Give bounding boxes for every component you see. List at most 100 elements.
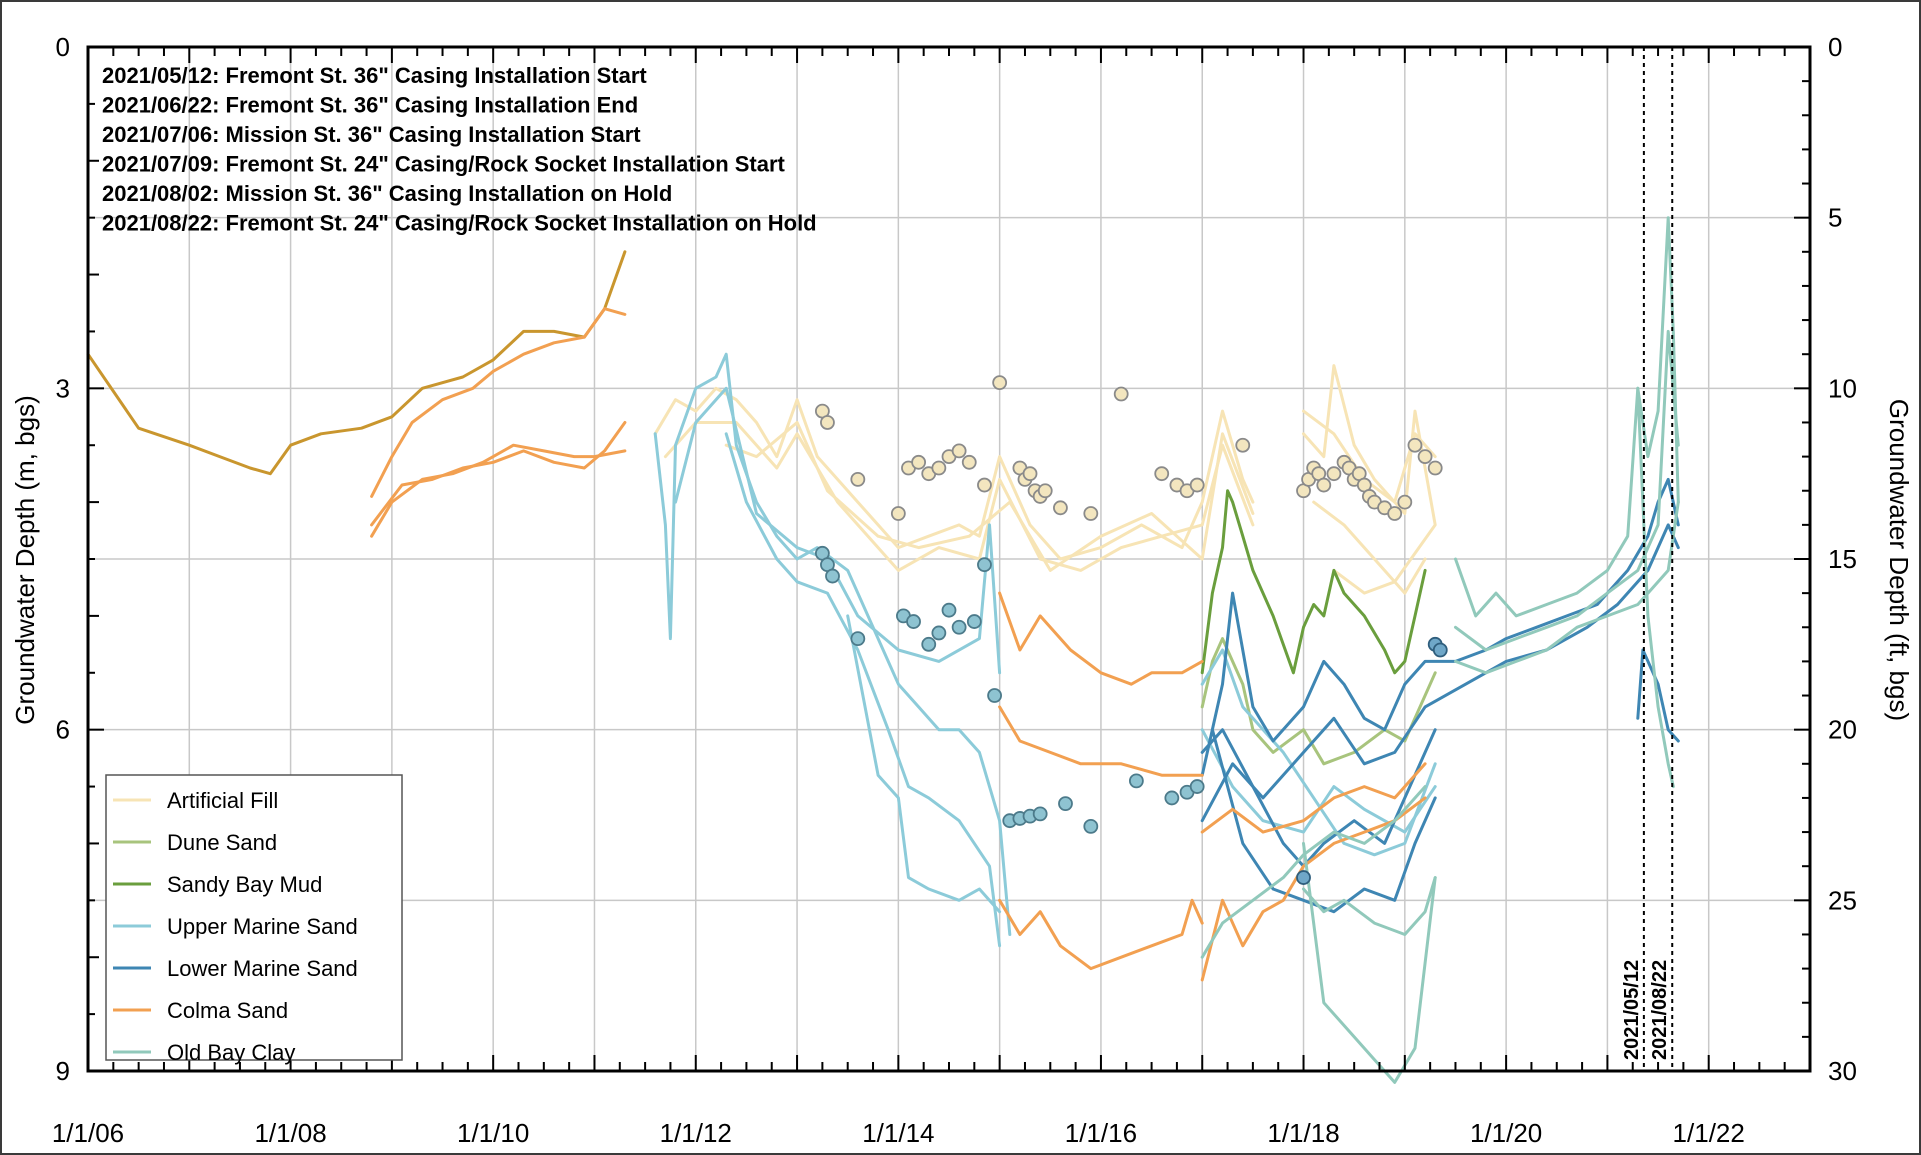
data-point-0 <box>1235 437 1251 453</box>
data-point-0 <box>992 375 1008 391</box>
data-point-3 <box>977 557 992 573</box>
x-tick-label: 1/1/06 <box>52 1118 124 1148</box>
x-tick-label: 1/1/20 <box>1470 1118 1542 1148</box>
series-line-4 <box>1200 728 1437 868</box>
legend-label: Sandy Bay Mud <box>167 872 322 897</box>
data-point-0 <box>977 477 992 493</box>
data-point-0 <box>1083 506 1099 521</box>
series-line-5 <box>370 443 627 538</box>
y-right-tick-label: 20 <box>1828 715 1857 745</box>
data-point-0 <box>1037 483 1053 499</box>
data-point-3 <box>951 619 967 635</box>
x-tick-label: 1/1/18 <box>1267 1118 1339 1148</box>
annotation-text: 2021/07/09: Fremont St. 24" Casing/Rock … <box>102 152 786 177</box>
data-point-0 <box>931 460 947 476</box>
data-point-0 <box>890 506 906 521</box>
annotation-text: 2021/05/12: Fremont St. 36" Casing Insta… <box>102 63 647 88</box>
series-line-4 <box>1200 477 1680 777</box>
series-line-5 <box>998 705 1204 777</box>
data-point-0 <box>1154 466 1170 482</box>
y-axis-right-label: Groundwater Depth (ft, bgs) <box>1884 399 1914 721</box>
y-right-tick-label: 30 <box>1828 1056 1857 1086</box>
data-point-3 <box>921 636 937 652</box>
vertical-lines-layer: 2021/05/12 2021/08/22 <box>1621 47 1674 1071</box>
data-point-0 <box>1022 466 1038 482</box>
data-point-3 <box>1164 790 1180 806</box>
series-line-0 <box>1302 409 1437 504</box>
data-point-0 <box>820 415 835 430</box>
data-point-3 <box>966 614 982 629</box>
y-left-tick-label: 0 <box>56 32 70 62</box>
points-layer <box>814 375 1448 885</box>
data-point-0 <box>1427 460 1443 476</box>
x-tick-label: 1/1/14 <box>862 1118 934 1148</box>
y-left-tick-label: 6 <box>56 715 70 745</box>
x-tick-label: 1/1/16 <box>1065 1118 1137 1148</box>
series-line-3 <box>846 614 1002 914</box>
series-line-6 <box>1454 329 1680 652</box>
series-line-4 <box>1210 728 1437 914</box>
data-point-0 <box>1387 506 1403 521</box>
series-line-5 <box>370 421 627 527</box>
data-point-0 <box>961 454 977 470</box>
series-line-0 <box>663 421 1255 572</box>
data-point-3 <box>1058 796 1073 812</box>
data-layer <box>86 216 1680 1084</box>
y-left-tick-label: 9 <box>56 1056 70 1086</box>
data-point-0 <box>1189 477 1205 493</box>
series-line-5 <box>998 898 1204 971</box>
series-line-1 <box>1200 637 1437 766</box>
data-point-4 <box>1296 870 1311 885</box>
legend-box <box>105 774 403 1061</box>
data-point-3 <box>931 625 947 641</box>
data-point-0 <box>911 454 927 470</box>
series-line-6 <box>1454 500 1680 675</box>
data-point-0 <box>850 471 866 487</box>
data-point-3 <box>1128 773 1144 789</box>
data-point-3 <box>906 614 921 629</box>
data-point-0 <box>951 443 967 459</box>
y-right-tick-label: 0 <box>1828 32 1842 62</box>
x-tick-label: 1/1/12 <box>660 1118 732 1148</box>
series-line-0 <box>653 386 1255 561</box>
data-point-0 <box>1053 500 1068 516</box>
data-point-0 <box>1417 449 1433 465</box>
series-line-6 <box>1302 841 1437 1084</box>
series-line-3 <box>1200 648 1437 857</box>
series-line-6 <box>1636 386 1675 789</box>
data-point-3 <box>941 602 957 618</box>
legend-label: Upper Marine Sand <box>167 914 358 939</box>
data-point-3 <box>850 631 866 647</box>
series-line-unlabeled <box>86 250 627 476</box>
annotation-text: 2021/07/06: Mission St. 36" Casing Insta… <box>102 122 641 147</box>
series-line-6 <box>1454 216 1680 618</box>
x-tick-label: 1/1/08 <box>254 1118 326 1148</box>
data-point-3 <box>1083 818 1099 834</box>
annotation-text: 2021/06/22: Fremont St. 36" Casing Insta… <box>102 93 638 118</box>
data-point-4 <box>1432 642 1448 658</box>
y-right-tick-label: 5 <box>1828 203 1842 233</box>
x-tick-label: 1/1/22 <box>1673 1118 1745 1148</box>
series-line-3 <box>724 432 1002 948</box>
data-point-0 <box>1326 466 1342 482</box>
legend-label: Lower Marine Sand <box>167 956 358 981</box>
data-point-3 <box>1189 779 1205 794</box>
series-line-5 <box>1200 796 1427 982</box>
y-left-tick-label: 3 <box>56 373 70 403</box>
data-point-0 <box>1407 437 1423 453</box>
vertical-marker-label: 2021/08/22 <box>1649 960 1671 1060</box>
y-right-tick-label: 15 <box>1828 544 1857 574</box>
data-point-0 <box>1113 386 1129 402</box>
series-line-5 <box>1200 762 1427 834</box>
legend: Artificial Fill Dune Sand Sandy Bay Mud Upp… <box>105 774 403 1065</box>
x-tick-label: 1/1/10 <box>457 1118 529 1148</box>
legend-label: Colma Sand <box>167 998 288 1023</box>
series-line-3 <box>653 352 1012 936</box>
axis-layer: 1/1/06 1/1/08 1/1/10 1/1/12 1/1/14 1/1/16 1/1/… <box>52 32 1857 1148</box>
legend-label: Old Bay Clay <box>167 1040 295 1065</box>
y-right-tick-label: 10 <box>1828 373 1857 403</box>
data-point-3 <box>1032 806 1048 822</box>
vertical-marker-label: 2021/05/12 <box>1621 960 1643 1060</box>
